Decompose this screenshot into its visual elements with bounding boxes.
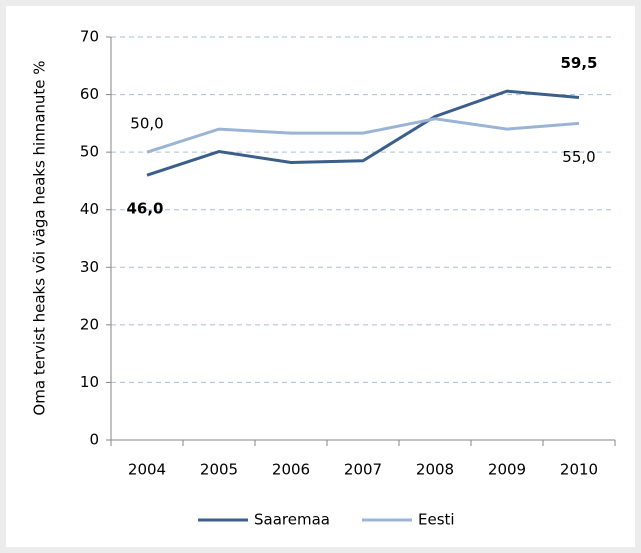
x-tick-label: 2010 bbox=[560, 461, 598, 479]
x-tick-label: 2006 bbox=[272, 461, 310, 479]
legend-label: Eesti bbox=[418, 511, 455, 529]
x-tick-label: 2008 bbox=[416, 461, 454, 479]
y-tick-label: 60 bbox=[80, 85, 99, 103]
legend-label: Saaremaa bbox=[254, 511, 330, 529]
data-label: 59,5 bbox=[560, 54, 597, 72]
y-tick-label: 20 bbox=[80, 315, 99, 333]
data-label: 50,0 bbox=[130, 115, 163, 133]
y-tick-label: 40 bbox=[80, 200, 99, 218]
y-tick-label: 50 bbox=[80, 143, 99, 161]
series-line bbox=[146, 89, 580, 177]
y-tick-label: 30 bbox=[80, 258, 99, 276]
x-tick-label: 2004 bbox=[128, 461, 166, 479]
x-tick-label: 2009 bbox=[488, 461, 526, 479]
y-tick-label: 0 bbox=[89, 431, 99, 449]
series-line bbox=[146, 117, 580, 154]
x-tick-label: 2007 bbox=[344, 461, 382, 479]
data-label: 46,0 bbox=[126, 200, 163, 218]
x-tick-label: 2005 bbox=[200, 461, 238, 479]
y-tick-label: 10 bbox=[80, 373, 99, 391]
data-label: 55,0 bbox=[562, 148, 595, 166]
y-axis-label: Oma tervist heaks või väga heaks hinnanu… bbox=[31, 60, 49, 415]
y-tick-label: 70 bbox=[80, 28, 99, 46]
chart-area bbox=[6, 6, 635, 547]
